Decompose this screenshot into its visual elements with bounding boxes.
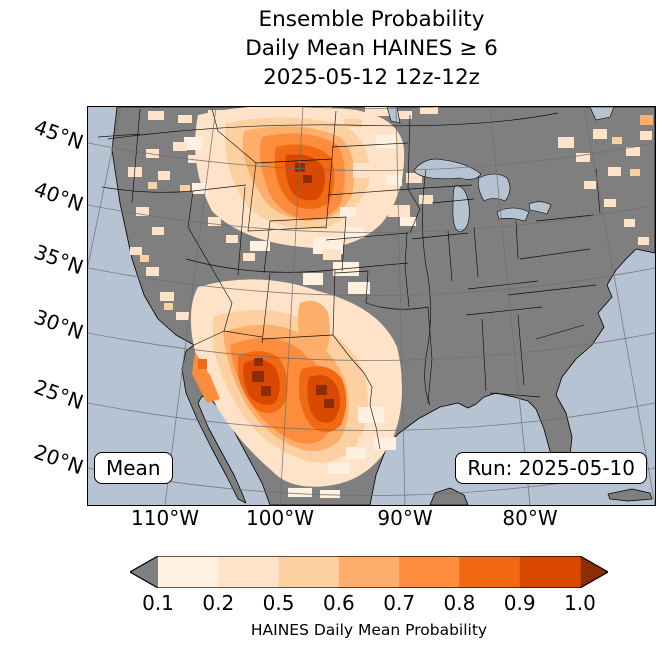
colorbar-label: HAINES Daily Mean Probability [250,621,488,639]
colorbar-segments [158,556,581,588]
lat-label-20n: 20°N [30,439,87,480]
colorbar-segment [278,556,340,588]
state-borders [97,108,601,450]
colorbar-tick-label: 0.8 [443,591,476,615]
lake-superior [413,158,482,180]
colorbar-tick-label: 0.6 [322,591,355,615]
lake-ontario [528,201,552,215]
lake-huron [477,173,511,202]
title-line-1: Ensemble Probability [258,7,485,32]
colorbar-tick-label: 0.7 [383,591,416,615]
title-line-3: 2025-05-12 12z-12z [263,65,480,90]
lat-label-45n: 45°N [30,114,87,155]
colorbar-tick-label: 0.9 [503,591,536,615]
lake-erie [496,207,530,222]
lat-label-30n: 30°N [30,304,87,345]
colorbar-tick-label: 0.5 [262,591,295,615]
colorbar-segment [218,556,280,588]
colorbar-segment [459,556,521,588]
lake-michigan [452,185,470,233]
colorbar-tick-label: 1.0 [564,591,596,615]
colorbar-segment [338,556,400,588]
mean-box: Mean [94,452,173,484]
cuba [607,488,653,502]
run-date-box: Run: 2025-05-10 [455,452,647,484]
probability-field [128,107,653,498]
figure-title: Ensemble Probability Daily Mean HAINES ≥… [88,5,655,92]
colorbar-tick-label: 0.1 [142,591,174,615]
lake-winnipeg [386,107,401,124]
map-canvas [88,107,655,505]
colorbar [130,556,608,588]
lon-label-90w: 90°W [377,506,433,530]
map-axes [87,106,656,506]
colorbar-segment [519,556,581,588]
gulf-st-lawrence [589,107,615,121]
graticule [88,107,655,505]
colorbar-under-arrow [130,556,158,588]
colorbar-tick-label: 0.2 [202,591,235,615]
lat-label-35n: 35°N [30,239,87,280]
title-line-2: Daily Mean HAINES ≥ 6 [245,36,498,61]
yucatan [429,487,469,505]
lat-label-25n: 25°N [30,374,87,415]
lon-label-80w: 80°W [502,506,558,530]
lon-label-110w: 110°W [131,506,199,530]
great-lakes [386,107,615,233]
colorbar-segment [158,556,219,588]
lat-label-40n: 40°N [30,176,87,217]
colorbar-over-arrow [580,556,608,588]
lon-label-100w: 100°W [246,506,314,530]
colorbar-segment [399,556,461,588]
